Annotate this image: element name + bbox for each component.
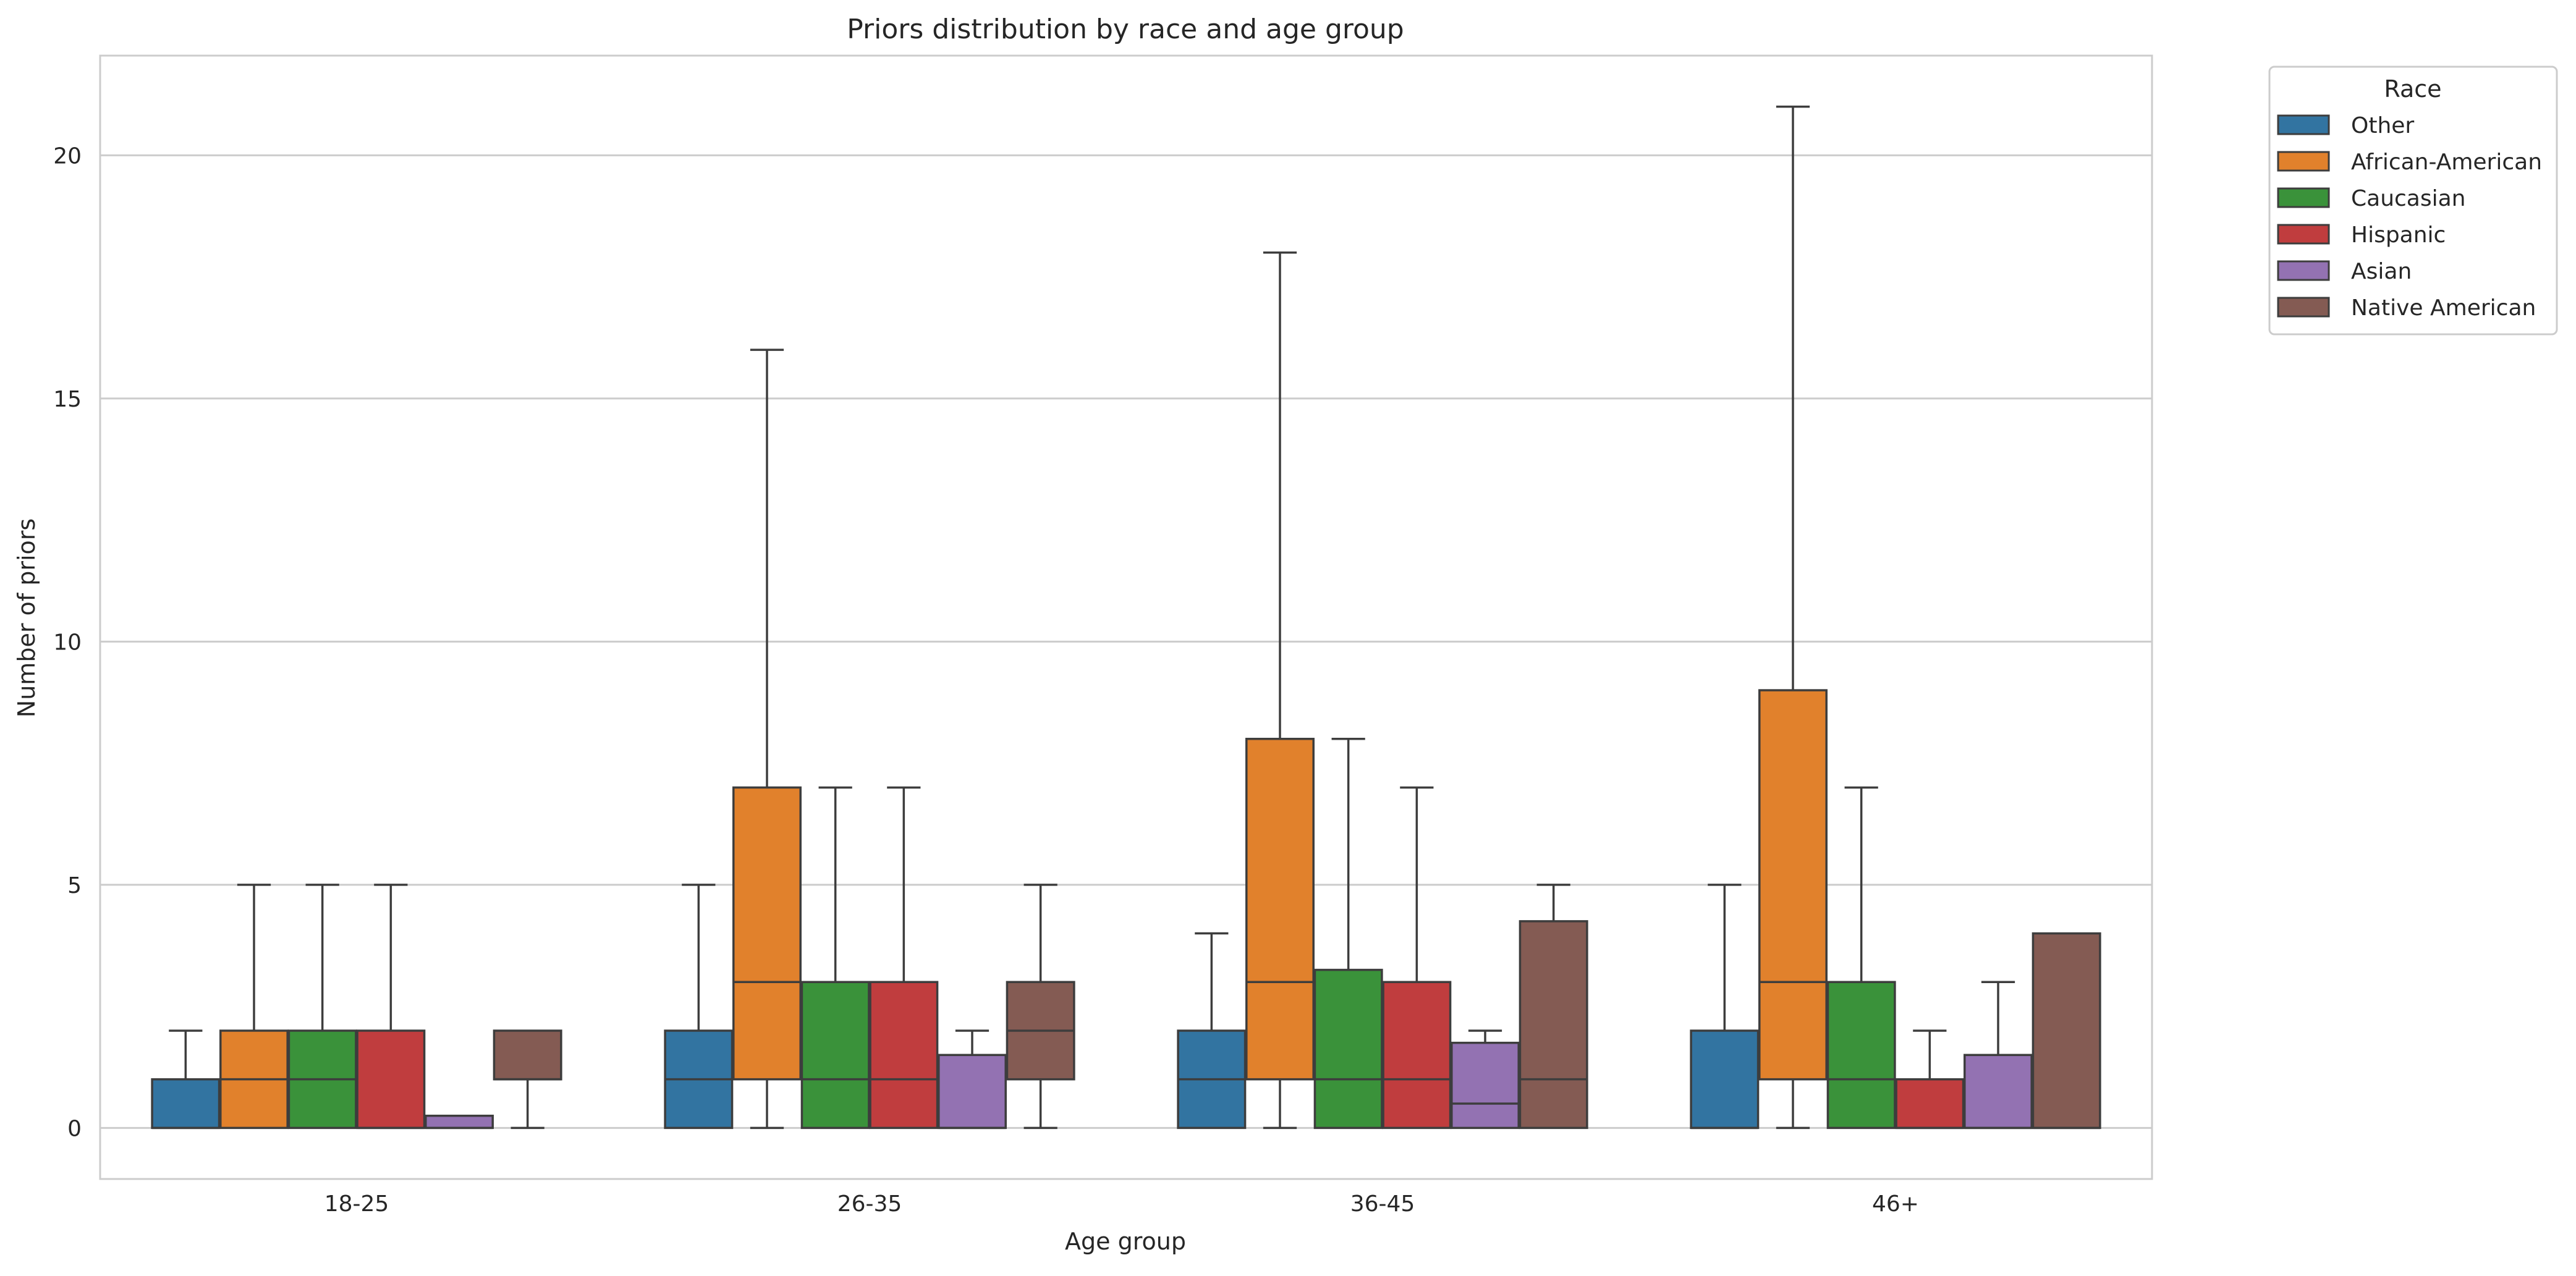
x-tick-label-36-45: 36-45: [1350, 1191, 1415, 1217]
box-caucasian-26-35: [800, 786, 870, 1130]
tick-labels: 0 5 10 15 20 18-25 26-35 36-45 46+: [53, 143, 1919, 1217]
legend-frame: [2268, 65, 2558, 336]
box-body: [1519, 920, 1588, 1130]
box-hispanic-46+: [1895, 1029, 1965, 1130]
y-tick-label-15: 15: [53, 387, 82, 412]
legend-label: African-American: [2351, 150, 2542, 175]
x-axis-label: Age group: [1065, 1228, 1186, 1255]
legend-item-african-american: African-American: [2277, 150, 2542, 175]
box-african-american-36-45: [1245, 251, 1315, 1130]
y-tick-label-0: 0: [67, 1116, 82, 1141]
legend-label: Native American: [2351, 295, 2536, 321]
box-asian-46+: [1964, 981, 2033, 1130]
legend-item-asian: Asian: [2277, 259, 2412, 284]
legend-swatch: [2277, 187, 2330, 208]
box-african-american-46+: [1758, 105, 1828, 1130]
boxes-layer: [151, 105, 2101, 1130]
legend: Race Other African-American Caucasian Hispa…: [2268, 65, 2558, 336]
legend-item-hispanic: Hispanic: [2277, 222, 2446, 248]
legend-item-caucasian: Caucasian: [2277, 186, 2466, 211]
legend-item-native-american: Native American: [2277, 295, 2536, 321]
legend-swatch: [2277, 297, 2330, 318]
box-body: [1313, 968, 1383, 1130]
box-native-american-36-45: [1519, 884, 1588, 1130]
y-axis-label: Number of priors: [13, 518, 40, 717]
y-tick-label-10: 10: [53, 630, 82, 655]
legend-swatch: [2277, 224, 2330, 245]
legend-swatch: [2277, 151, 2330, 172]
box-body: [1758, 689, 1828, 1081]
legend-item-other: Other: [2277, 113, 2414, 138]
box-asian-18-25: [425, 1114, 494, 1130]
box-body: [1895, 1078, 1965, 1130]
x-tick-label-18-25: 18-25: [324, 1191, 389, 1217]
box-body: [1964, 1054, 2033, 1130]
box-body: [1245, 738, 1315, 1081]
box-native-american-26-35: [1006, 884, 1075, 1130]
box-body: [425, 1114, 494, 1130]
box-body: [1690, 1029, 1760, 1130]
box-other-26-35: [664, 884, 734, 1130]
x-tick-label-26-35: 26-35: [837, 1191, 902, 1217]
box-body: [2032, 932, 2101, 1130]
chart-title: Priors distribution by race and age grou…: [847, 14, 1404, 45]
box-other-18-25: [151, 1029, 221, 1130]
box-hispanic-18-25: [356, 884, 426, 1130]
legend-label: Asian: [2351, 259, 2412, 284]
box-hispanic-26-35: [869, 786, 939, 1130]
box-other-36-45: [1177, 932, 1247, 1130]
box-body: [1451, 1041, 1520, 1130]
box-asian-26-35: [938, 1029, 1007, 1130]
box-body: [869, 981, 939, 1130]
box-native-american-46+: [2032, 932, 2101, 1130]
legend-items: Other African-American Caucasian Hispanic As…: [2277, 113, 2542, 321]
plot-area-frame: [99, 54, 2153, 1180]
box-body: [356, 1029, 426, 1130]
box-body: [151, 1078, 221, 1130]
legend-swatch: [2277, 114, 2330, 135]
box-body: [800, 981, 870, 1130]
box-caucasian-36-45: [1313, 738, 1383, 1130]
box-caucasian-18-25: [287, 884, 357, 1130]
y-tick-label-20: 20: [53, 143, 82, 169]
box-hispanic-36-45: [1382, 786, 1452, 1130]
box-body: [732, 786, 802, 1081]
legend-label: Other: [2351, 113, 2414, 138]
x-tick-label-46+: 46+: [1872, 1191, 1919, 1217]
box-body: [493, 1029, 562, 1081]
legend-title: Race: [2384, 75, 2441, 103]
legend-swatch: [2277, 260, 2330, 281]
box-body: [1382, 981, 1452, 1130]
box-other-46+: [1690, 884, 1760, 1130]
box-african-american-18-25: [219, 884, 289, 1130]
legend-label: Caucasian: [2351, 186, 2466, 211]
box-body: [1826, 981, 1896, 1130]
box-body: [938, 1054, 1007, 1130]
box-asian-36-45: [1451, 1029, 1520, 1130]
y-tick-label-5: 5: [67, 873, 82, 898]
box-caucasian-46+: [1826, 786, 1896, 1130]
legend-label: Hispanic: [2351, 222, 2446, 248]
box-native-american-18-25: [493, 1029, 562, 1130]
box-african-american-26-35: [732, 349, 802, 1130]
